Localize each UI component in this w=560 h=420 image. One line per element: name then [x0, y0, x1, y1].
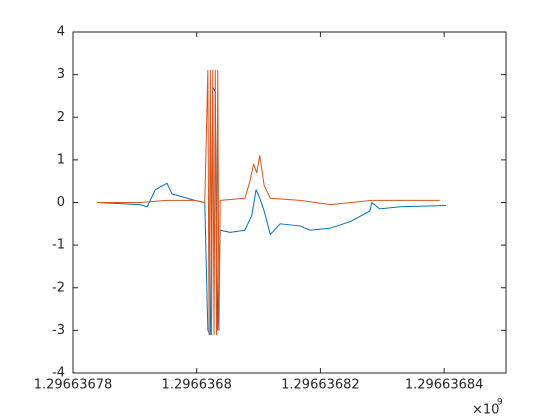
x-multiplier: ×10 — [472, 403, 499, 418]
y-tick-label: -2 — [52, 280, 65, 295]
y-tick-label: -1 — [52, 238, 65, 253]
x-tick-label: 1.29663678 — [34, 378, 113, 393]
y-tick-label: 0 — [57, 195, 65, 210]
y-tick-label: 3 — [57, 67, 65, 82]
x-multiplier-exponent: 9 — [497, 398, 503, 408]
y-tick-label: 2 — [57, 110, 65, 125]
line-series — [97, 86, 447, 336]
y-tick-label: 4 — [57, 25, 65, 40]
x-tick-label: 1.2966368 — [162, 378, 232, 393]
x-tick-label: 1.29663682 — [281, 378, 360, 393]
line-series — [97, 69, 440, 336]
y-tick-label: -4 — [52, 366, 65, 381]
y-tick-label: -3 — [52, 323, 65, 338]
x-tick-label: 1.29663684 — [405, 378, 484, 393]
y-tick-label: 1 — [57, 152, 65, 167]
